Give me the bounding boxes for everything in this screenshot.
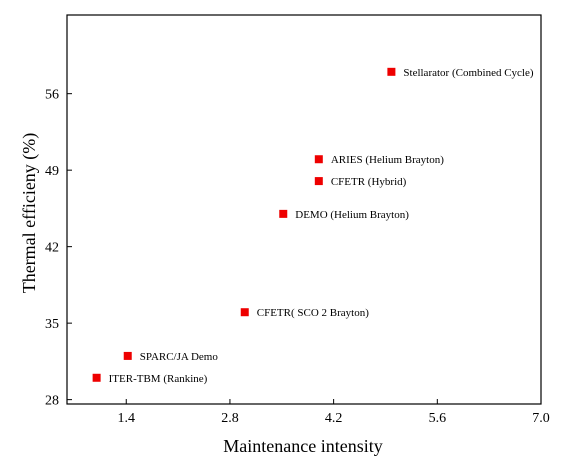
- data-point-marker: [314, 177, 323, 186]
- x-tick-label: 5.6: [429, 411, 447, 426]
- x-tick-label: 7.0: [532, 411, 550, 426]
- y-tick-label: 42: [45, 241, 59, 256]
- y-tick-label: 49: [45, 164, 59, 179]
- data-points: Stellarator (Combined Cycle) ARIES (Heliu…: [92, 67, 534, 385]
- x-tick-label: 4.2: [325, 411, 343, 426]
- data-point-marker: [92, 373, 101, 382]
- y-axis-title: Thermal efficieny (%): [19, 133, 40, 294]
- data-point-marker: [387, 67, 396, 76]
- y-tick-label: 56: [45, 88, 59, 103]
- data-point-label: ITER-TBM (Rankine): [109, 373, 208, 385]
- plot-frame: [66, 14, 542, 405]
- data-point-label: Stellarator (Combined Cycle): [403, 67, 533, 79]
- data-point-label: DEMO (Helium Brayton): [295, 209, 409, 221]
- x-tick-label: 2.8: [221, 411, 239, 426]
- data-point-marker: [240, 308, 249, 317]
- x-axis-ticks: 1.4 2.8 4.2 5.6 7.0: [118, 399, 550, 426]
- data-point-label: SPARC/JA Demo: [140, 351, 219, 363]
- plot-border: [66, 14, 542, 405]
- data-point-label: CFETR (Hybrid): [331, 176, 407, 188]
- data-point-marker: [314, 155, 323, 164]
- y-tick-label: 35: [45, 317, 59, 332]
- data-point-label: CFETR( SCO 2 Brayton): [257, 307, 369, 319]
- y-axis-ticks: 28 35 42 49 56: [45, 88, 72, 409]
- data-point-marker: [279, 209, 288, 218]
- data-point-marker: [123, 351, 132, 360]
- x-tick-label: 1.4: [118, 411, 136, 426]
- y-tick-label: 28: [45, 394, 59, 409]
- x-axis-title: Maintenance intensity: [223, 436, 382, 456]
- data-point-label: ARIES (Helium Brayton): [331, 154, 444, 166]
